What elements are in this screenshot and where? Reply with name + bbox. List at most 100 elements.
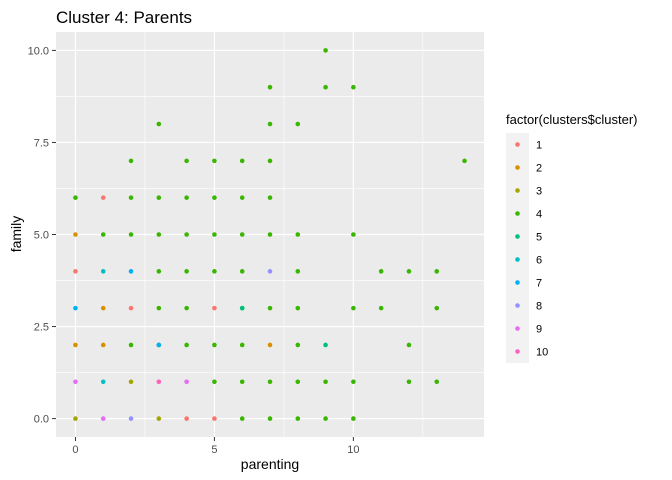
data-point-cluster-2 bbox=[100, 305, 106, 311]
data-point-cluster-4 bbox=[184, 158, 189, 164]
legend-label: 6 bbox=[536, 255, 542, 267]
data-point-cluster-4 bbox=[239, 379, 245, 385]
data-point-cluster-2 bbox=[267, 342, 273, 348]
legend-swatch bbox=[515, 234, 520, 239]
legend-item-10: 10 bbox=[506, 340, 548, 363]
data-point-cluster-5 bbox=[323, 342, 328, 348]
data-point-cluster-4 bbox=[128, 342, 134, 348]
legend-label: 1 bbox=[536, 140, 542, 152]
data-point-cluster-4 bbox=[100, 232, 106, 237]
data-point-cluster-4 bbox=[267, 232, 273, 237]
legend-swatch bbox=[515, 188, 520, 193]
y-axis-title: family bbox=[8, 216, 24, 253]
chart-title: Cluster 4: Parents bbox=[56, 8, 192, 27]
data-point-cluster-1 bbox=[184, 416, 189, 421]
data-point-cluster-4 bbox=[295, 269, 301, 274]
data-point-cluster-4 bbox=[239, 416, 245, 421]
data-point-cluster-4 bbox=[351, 84, 356, 90]
legend-swatch bbox=[515, 303, 520, 308]
data-point-cluster-4 bbox=[351, 379, 356, 385]
data-point-cluster-4 bbox=[295, 232, 301, 237]
data-point-cluster-4 bbox=[267, 379, 273, 385]
data-point-cluster-4 bbox=[184, 269, 189, 274]
data-point-cluster-3 bbox=[156, 416, 162, 421]
y-tick-label: 5.0 bbox=[34, 230, 49, 242]
data-point-cluster-5 bbox=[239, 305, 245, 311]
data-point-cluster-4 bbox=[323, 416, 328, 421]
data-point-cluster-4 bbox=[212, 195, 217, 200]
data-point-cluster-1 bbox=[100, 195, 106, 200]
legend-item-8: 8 bbox=[506, 294, 542, 317]
data-point-cluster-1 bbox=[212, 305, 217, 311]
data-point-cluster-6 bbox=[100, 269, 106, 274]
y-tick-label: 2.5 bbox=[34, 322, 49, 334]
data-point-cluster-6 bbox=[100, 379, 106, 385]
data-point-cluster-4 bbox=[434, 305, 440, 311]
data-point-cluster-3 bbox=[73, 416, 78, 421]
data-point-cluster-7 bbox=[156, 342, 162, 348]
x-axis-title: parenting bbox=[241, 456, 299, 472]
y-tick-label: 10.0 bbox=[28, 45, 49, 57]
x-tick-label: 5 bbox=[211, 444, 217, 456]
data-point-cluster-8 bbox=[267, 269, 273, 274]
data-point-cluster-9 bbox=[184, 379, 189, 385]
data-point-cluster-9 bbox=[73, 379, 78, 385]
legend-swatch bbox=[515, 165, 520, 170]
data-point-cluster-4 bbox=[239, 158, 245, 164]
data-point-cluster-4 bbox=[406, 342, 412, 348]
x-tick-label: 10 bbox=[347, 444, 359, 456]
y-axis-ticks: 0.0 2.5 5.0 7.5 10.0 bbox=[28, 45, 56, 426]
data-point-cluster-4 bbox=[351, 305, 356, 311]
data-point-cluster-4 bbox=[184, 342, 189, 348]
data-point-cluster-4 bbox=[212, 269, 217, 274]
data-point-cluster-4 bbox=[295, 342, 301, 348]
data-point-cluster-4 bbox=[406, 379, 412, 385]
legend-label: 7 bbox=[536, 278, 542, 290]
data-point-cluster-4 bbox=[184, 305, 189, 311]
legend-label: 4 bbox=[536, 209, 542, 221]
legend-swatch bbox=[515, 211, 520, 216]
data-point-cluster-4 bbox=[434, 379, 440, 385]
data-point-cluster-2 bbox=[73, 342, 78, 348]
data-point-cluster-9 bbox=[100, 416, 106, 421]
legend-label: 2 bbox=[536, 163, 542, 175]
data-point-cluster-4 bbox=[267, 416, 273, 421]
legend-label: 8 bbox=[536, 301, 542, 313]
legend-item-9: 9 bbox=[506, 317, 542, 340]
legend-item-6: 6 bbox=[506, 248, 542, 271]
legend: factor(clusters$cluster) 1 2 3 4 5 6 7 8 9 10 bbox=[506, 112, 637, 363]
data-point-cluster-4 bbox=[239, 342, 245, 348]
data-point-cluster-4 bbox=[156, 121, 162, 127]
y-tick-label: 0.0 bbox=[34, 414, 49, 426]
data-point-cluster-4 bbox=[267, 121, 273, 127]
data-point-cluster-4 bbox=[323, 84, 328, 90]
data-point-cluster-4 bbox=[323, 379, 328, 385]
legend-item-3: 3 bbox=[506, 179, 542, 202]
legend-swatch bbox=[515, 257, 520, 262]
data-point-cluster-2 bbox=[73, 232, 78, 237]
data-point-cluster-4 bbox=[267, 158, 273, 164]
data-points bbox=[73, 48, 467, 421]
legend-item-4: 4 bbox=[506, 202, 542, 225]
legend-swatch bbox=[515, 326, 520, 331]
legend-swatch bbox=[515, 349, 520, 354]
legend-title: factor(clusters$cluster) bbox=[506, 112, 637, 127]
data-point-cluster-4 bbox=[156, 305, 162, 311]
data-point-cluster-4 bbox=[434, 269, 440, 274]
data-point-cluster-7 bbox=[128, 269, 134, 274]
legend-swatch bbox=[515, 142, 520, 147]
data-point-cluster-4 bbox=[239, 269, 245, 274]
data-point-cluster-4 bbox=[267, 195, 273, 200]
data-point-cluster-4 bbox=[212, 379, 217, 385]
data-point-cluster-4 bbox=[267, 84, 273, 90]
data-point-cluster-4 bbox=[378, 269, 384, 274]
data-point-cluster-4 bbox=[462, 158, 467, 164]
legend-swatch bbox=[515, 280, 520, 285]
legend-label: 10 bbox=[536, 347, 548, 359]
legend-label: 5 bbox=[536, 232, 542, 244]
data-point-cluster-1 bbox=[128, 305, 134, 311]
data-point-cluster-4 bbox=[323, 48, 328, 53]
legend-item-5: 5 bbox=[506, 225, 542, 248]
legend-label: 9 bbox=[536, 324, 542, 336]
